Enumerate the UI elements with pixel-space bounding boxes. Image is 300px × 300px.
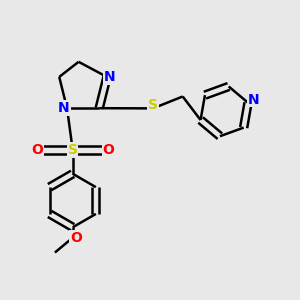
Text: N: N <box>58 101 70 115</box>
Text: O: O <box>103 143 114 157</box>
Text: O: O <box>31 143 43 157</box>
Text: N: N <box>248 93 260 107</box>
Text: S: S <box>68 143 78 157</box>
Text: S: S <box>148 98 158 112</box>
Text: O: O <box>70 231 82 245</box>
Text: N: N <box>104 70 116 84</box>
